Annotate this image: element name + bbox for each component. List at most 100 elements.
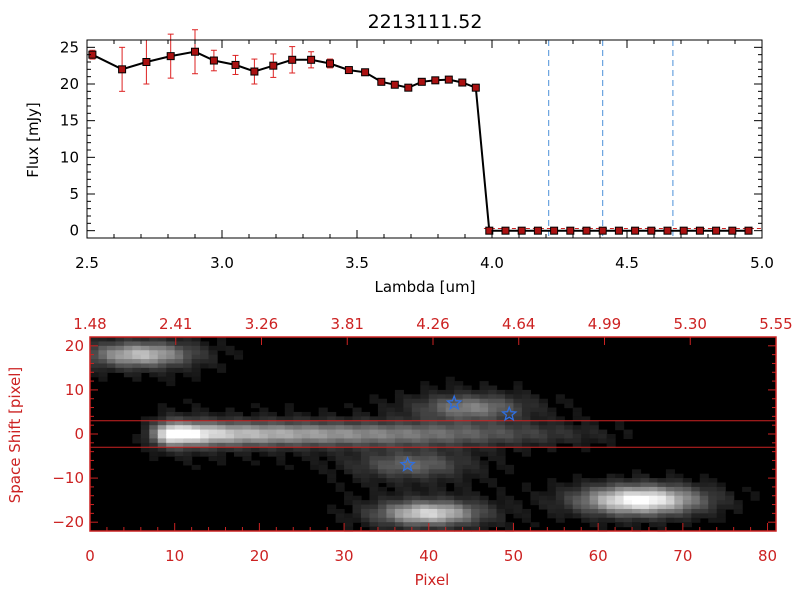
data-point-37 <box>728 226 737 235</box>
image-pixel <box>327 429 337 435</box>
image-pixel <box>327 442 337 448</box>
image-pixel <box>488 420 498 426</box>
image-pixel <box>352 411 362 417</box>
image-pixel <box>327 438 337 444</box>
image-pixel <box>479 495 489 501</box>
image-pixel <box>572 438 582 444</box>
image-pixel <box>479 526 489 532</box>
image-pixel <box>665 491 675 497</box>
image-pixel <box>242 438 252 444</box>
image-pixel <box>589 434 599 440</box>
image-pixel <box>479 434 489 440</box>
image-pixel <box>598 504 608 510</box>
image-pixel <box>691 491 701 497</box>
image-pixel <box>344 495 354 501</box>
image-pixel <box>174 350 184 356</box>
image-pixel <box>157 354 167 360</box>
image-pixel <box>166 341 176 347</box>
image-pixel <box>301 411 311 417</box>
image-pixel <box>462 447 472 453</box>
image-pixel <box>394 508 404 514</box>
image-pixel <box>386 425 396 431</box>
image-pixel <box>386 517 396 523</box>
image-pixel <box>420 442 430 448</box>
image-pixel <box>615 495 625 501</box>
image-pixel <box>157 350 167 356</box>
image-pixel <box>750 495 760 501</box>
image-pixel <box>191 451 201 457</box>
image-pixel <box>462 500 472 506</box>
image-pixel <box>361 429 371 435</box>
image-pixel <box>403 478 413 484</box>
x-tick-label: 4.5 <box>615 254 639 272</box>
image-pixel <box>233 411 244 417</box>
image-pixel <box>352 407 362 413</box>
image-pixel <box>115 350 125 356</box>
image-pixel <box>411 469 421 475</box>
image-pixel <box>377 411 388 417</box>
image-pixel <box>174 367 184 373</box>
image-pixel <box>386 456 396 462</box>
image-pixel <box>123 367 133 373</box>
image-pixel <box>394 434 404 440</box>
image-pixel <box>428 442 438 448</box>
image-pixel <box>310 464 320 470</box>
image-pixel <box>98 363 108 369</box>
image-pixel <box>293 447 303 453</box>
image-pixel <box>191 464 201 470</box>
image-pixel <box>377 513 388 519</box>
image-pixel <box>174 451 184 457</box>
image-pixel <box>615 522 625 528</box>
image-pixel <box>530 495 540 501</box>
image-pixel <box>471 508 481 514</box>
image-pixel <box>437 495 447 501</box>
image-pixel <box>657 495 667 501</box>
image-pixel <box>665 473 675 479</box>
data-point-3 <box>166 52 175 61</box>
image-pixel <box>403 434 413 440</box>
spectrum-panel: 2213111.52 2.5 3.0 3.5 4.0 4.5 5.00510152025 … <box>24 11 774 296</box>
image-pixel <box>547 486 557 492</box>
image-pixel <box>428 398 438 404</box>
image-pixel <box>183 345 193 351</box>
image-pixel <box>479 517 489 523</box>
image-pixel <box>200 438 210 444</box>
image-pixel <box>140 425 150 431</box>
image-pixel <box>504 464 515 470</box>
image-pixel <box>174 438 184 444</box>
image-pixel <box>454 425 464 431</box>
image-pixel <box>454 416 464 422</box>
image-pixel <box>428 464 438 470</box>
image-pixel <box>615 491 625 497</box>
image-pixel <box>166 381 176 387</box>
image-pixel <box>496 411 506 417</box>
image-pixel <box>504 438 515 444</box>
image-pixel <box>200 442 210 448</box>
image-pixel <box>377 522 388 528</box>
image-pixel <box>428 411 438 417</box>
image-pixel <box>420 447 430 453</box>
image-pixel <box>183 442 193 448</box>
image-pixel <box>259 420 269 426</box>
image-pixel <box>488 407 498 413</box>
image-pixel <box>361 420 371 426</box>
image-pixel <box>276 425 286 431</box>
image-pixel <box>149 420 159 426</box>
image-pixel <box>200 350 210 356</box>
image-pixel <box>344 517 354 523</box>
image-pixel <box>276 438 286 444</box>
image-pixel <box>428 526 438 532</box>
image-pixel <box>682 513 692 519</box>
image-pixel <box>369 438 379 444</box>
image-pixel <box>471 451 481 457</box>
image-pixel <box>479 389 489 395</box>
image-pixel <box>403 403 413 409</box>
image-pixel <box>301 420 311 426</box>
image-pixel <box>411 451 421 457</box>
data-point-36 <box>712 226 721 235</box>
image-pixel <box>572 442 582 448</box>
image-pixel <box>437 411 447 417</box>
image-pixel <box>665 469 675 475</box>
image-pixel <box>191 407 201 413</box>
image-pixel <box>538 416 548 422</box>
